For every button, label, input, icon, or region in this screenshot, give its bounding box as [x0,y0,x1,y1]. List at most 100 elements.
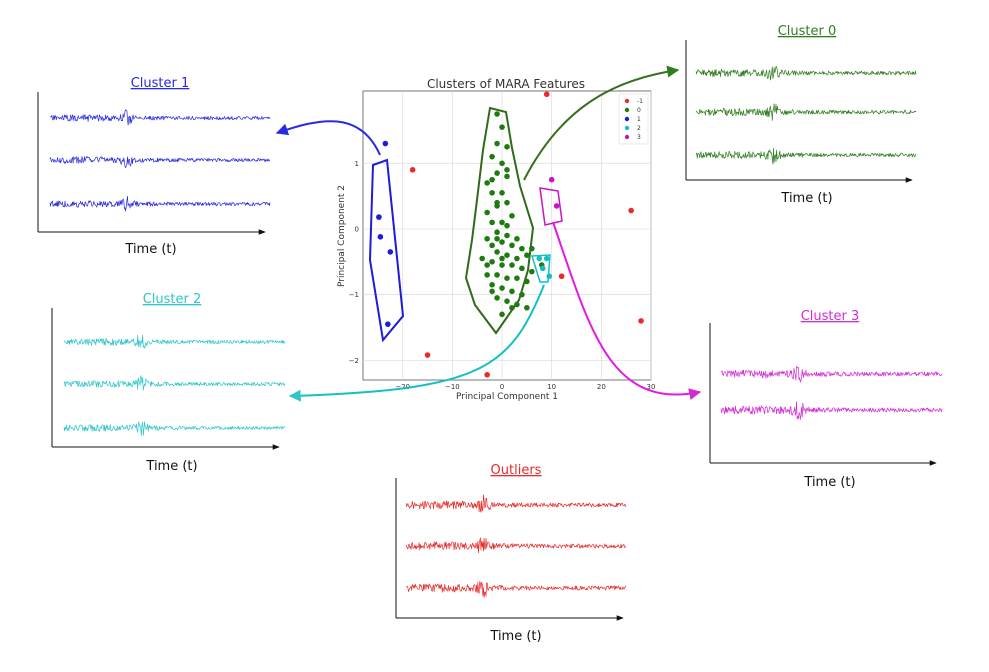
scatter-point-0 [484,235,490,242]
scatter-point-0 [484,262,490,268]
scatter-point-0 [494,272,500,278]
scatter-point-0 [489,242,495,249]
legend-label: 2 [637,125,641,132]
legend-marker [624,134,630,140]
scatter-point-0 [504,222,510,229]
scatter-point-0 [514,275,520,281]
scatter-point-0 [519,291,525,298]
legend-marker [624,98,630,104]
scatter-point-0 [499,124,505,130]
x-tick-label: −10 [445,383,460,391]
scatter-point-0 [519,245,525,252]
scatter-point-0 [519,265,525,272]
cluster-2-outline [531,254,551,283]
scatter-legend: -1 0 1 2 3 [618,93,649,145]
scatter-point-0 [514,255,520,262]
time-axis-label: Time (t) [124,242,176,257]
legend-marker [624,116,630,122]
scatter-point-0 [489,190,495,196]
x-tick-label: 20 [597,383,606,391]
scatter-point--1 [558,273,565,280]
scatter-plot: Clusters of MARA Features −20 −10 0 10 20 30−… [337,77,655,402]
scatter-point-1 [382,140,389,147]
scatter-point--1 [409,167,416,173]
scatter-point-0 [499,311,505,318]
scatter-point-0 [509,242,515,249]
scatter-point-3 [548,176,555,183]
scatter-point-0 [479,255,485,262]
scatter-point-0 [494,235,500,242]
legend-box [618,93,649,145]
scatter-point-0 [504,144,510,150]
signal-trace [695,103,917,121]
scatter-point-0 [494,229,500,236]
scatter-point-0 [509,262,515,268]
scatter-point-2 [543,255,550,262]
scatter-point-0 [494,295,500,301]
cluster-0-outline [464,106,535,335]
scatter-point-0 [489,281,495,288]
scatter-point-0 [504,199,510,206]
scatter-point-0 [494,111,500,117]
x-tick-label: 0 [500,383,504,391]
signal-trace [49,156,271,169]
scatter-ticks: −20 −10 0 10 20 30−2−101 [349,160,656,391]
legend-marker [624,125,630,131]
scatter-gridlines [363,91,652,380]
scatter-point-0 [529,268,535,275]
scatter-point-0 [504,252,510,259]
cluster-3-outline [539,187,563,226]
legend-label: 3 [637,134,641,141]
time-axis-label: Time (t) [145,459,197,474]
scatter-points [376,91,644,378]
panel-title: Cluster 3 [801,309,860,324]
scatter-point-0 [504,275,510,281]
scatter-point-2 [546,273,553,280]
scatter-point-0 [514,235,520,242]
scatter-point--1 [484,371,490,378]
scatter-point-0 [504,232,510,239]
panel-title: Cluster 2 [143,292,202,307]
cluster-1-outline [368,158,405,343]
x-tick-label: 10 [547,383,556,391]
scatter-point-0 [484,180,490,186]
scatter-point-0 [529,245,535,252]
arrow-to-cluster-2 [288,284,545,402]
scatter-point--1 [424,352,431,358]
scatter-point-0 [489,153,495,160]
legend-label: 1 [637,116,641,123]
signal-trace [695,66,917,81]
scatter-point-0 [504,298,510,304]
time-axis-label: Time (t) [489,629,541,644]
scatter-point-0 [524,304,530,311]
arrow-to-cluster-3 [552,221,702,400]
legend-label: 0 [637,107,641,114]
scatter-point-0 [494,249,500,255]
panel-cluster-3: Cluster 3 Time (t) [709,309,943,490]
panel-cluster-1: Cluster 1 Time (t) [37,76,271,257]
signal-trace [63,334,286,349]
panel-cluster-0: Cluster 0 Time (t) [685,24,917,206]
panel-cluster-2: Cluster 2 Time (t) [51,292,286,474]
scatter-point-0 [484,209,490,216]
scatter-point-0 [509,304,515,311]
scatter-point-3 [553,203,560,209]
signal-trace [49,109,271,126]
signal-trace [49,195,271,212]
scatter-title: Clusters of MARA Features [427,77,585,91]
scatter-point-0 [499,285,505,291]
scatter-point-1 [377,234,384,240]
scatter-point-0 [524,278,530,285]
scatter-point-2 [536,255,543,262]
y-tick-label: 1 [355,160,359,168]
scatter-point-0 [494,199,500,206]
arrow-to-cluster-1 [275,120,381,156]
legend-label: -1 [637,98,643,105]
legend-marker [624,107,630,113]
signal-trace [405,581,627,598]
scatter-point-0 [489,176,495,183]
signal-trace [720,401,943,420]
scatter-point-1 [385,321,391,327]
x-tick-label: 30 [647,383,656,391]
